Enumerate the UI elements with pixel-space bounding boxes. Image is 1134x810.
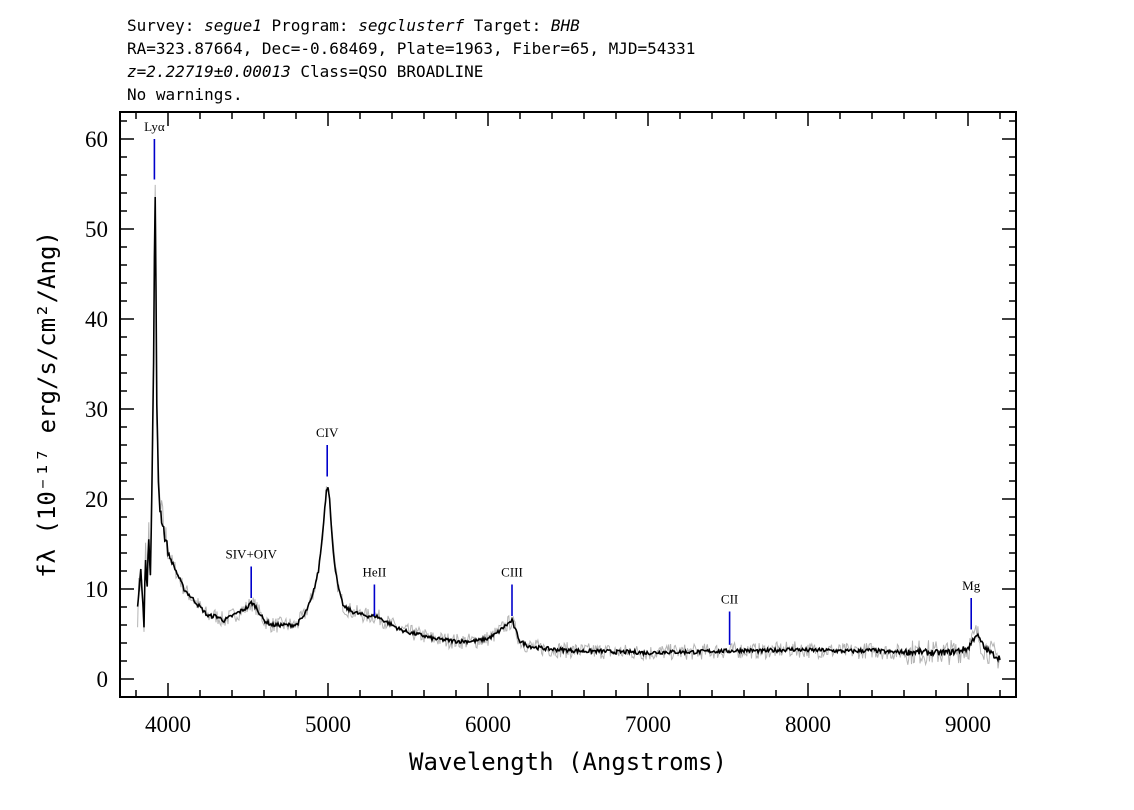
emission-line-label: Mg — [962, 578, 981, 593]
plot-border — [119, 111, 1017, 698]
header-line-coords: RA=323.87664, Dec=-0.68469, Plate=1963, … — [127, 39, 696, 58]
program-label: Program: — [261, 16, 359, 35]
x-tick-label: 7000 — [625, 712, 671, 737]
emission-line-label: SIV+OIV — [226, 547, 278, 562]
spectrum-header: Survey: segue1 Program: segclusterf Targ… — [127, 14, 695, 106]
emission-line-label: Lyα — [144, 119, 165, 134]
header-line-warnings: No warnings. — [127, 85, 243, 104]
header-line-redshift: z=2.22719±0.00013 Class=QSO BROADLINE — [127, 60, 695, 83]
plot-frame — [119, 111, 1017, 698]
target-label: Target: — [464, 16, 551, 35]
y-tick-label: 20 — [85, 487, 108, 512]
x-tick-label: 4000 — [145, 712, 191, 737]
program-value: segclusterf — [358, 16, 465, 35]
y-tick-label: 60 — [85, 127, 108, 152]
class-value: Class=QSO BROADLINE — [290, 62, 484, 81]
y-axis-label: fλ (10⁻¹⁷ erg/s/cm²/Ang) — [33, 231, 61, 578]
x-tick-label: 5000 — [305, 712, 351, 737]
spectrum-series — [136, 184, 1001, 669]
emission-line-label: CII — [721, 592, 738, 607]
tick-labels: 4000 5000 6000 7000 8000 9000 0 10 20 30 40 50 60 — [85, 127, 991, 737]
y-tick-label: 50 — [85, 217, 108, 242]
axis-ticks — [120, 112, 1016, 697]
y-tick-label: 40 — [85, 307, 108, 332]
x-axis-label: Wavelength (Angstroms) — [409, 748, 727, 776]
emission-line-label: CIII — [501, 565, 523, 580]
redshift-value: z=2.22719±0.00013 — [127, 62, 291, 81]
error-trace — [137, 184, 1001, 669]
x-tick-label: 6000 — [465, 712, 511, 737]
flux-trace — [136, 196, 1001, 663]
emission-line-markers: Lyα SIV+OIV CIV HeII CIII CII Mg — [144, 119, 981, 645]
y-tick-label: 30 — [85, 397, 108, 422]
survey-value: segue1 — [204, 16, 262, 35]
emission-line-label: CIV — [316, 425, 339, 440]
x-tick-label: 8000 — [785, 712, 831, 737]
target-value: BHB — [550, 16, 580, 35]
y-tick-label: 0 — [97, 667, 109, 692]
emission-line-label: HeII — [362, 565, 386, 580]
header-line-survey: Survey: segue1 Program: segclusterf Targ… — [127, 14, 695, 37]
survey-label: Survey: — [127, 16, 205, 35]
y-tick-label: 10 — [85, 577, 108, 602]
x-tick-label: 9000 — [945, 712, 991, 737]
